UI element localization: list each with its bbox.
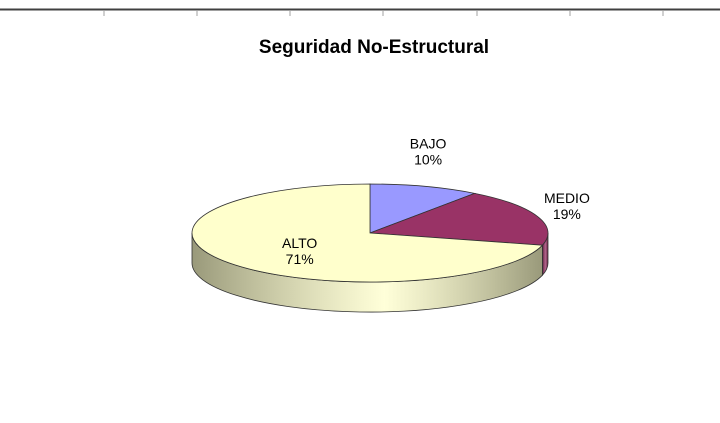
top-axis-ruler — [0, 8, 720, 16]
slice-value-label-alto: 71% — [286, 251, 314, 267]
pie-slice-medio — [369, 192, 549, 246]
slice-label-alto: ALTO — [282, 235, 317, 251]
slice-label-bajo: BAJO — [410, 135, 447, 151]
pie-slice-alto — [191, 183, 544, 283]
pie-slice-bajo — [369, 183, 477, 234]
slice-value-label-bajo: 10% — [414, 151, 442, 167]
slice-label-medio: MEDIO — [544, 190, 590, 206]
chart-title: Seguridad No-Estructural — [259, 37, 489, 58]
pie-slices — [191, 183, 549, 283]
slice-value-label-medio: 19% — [553, 206, 581, 222]
